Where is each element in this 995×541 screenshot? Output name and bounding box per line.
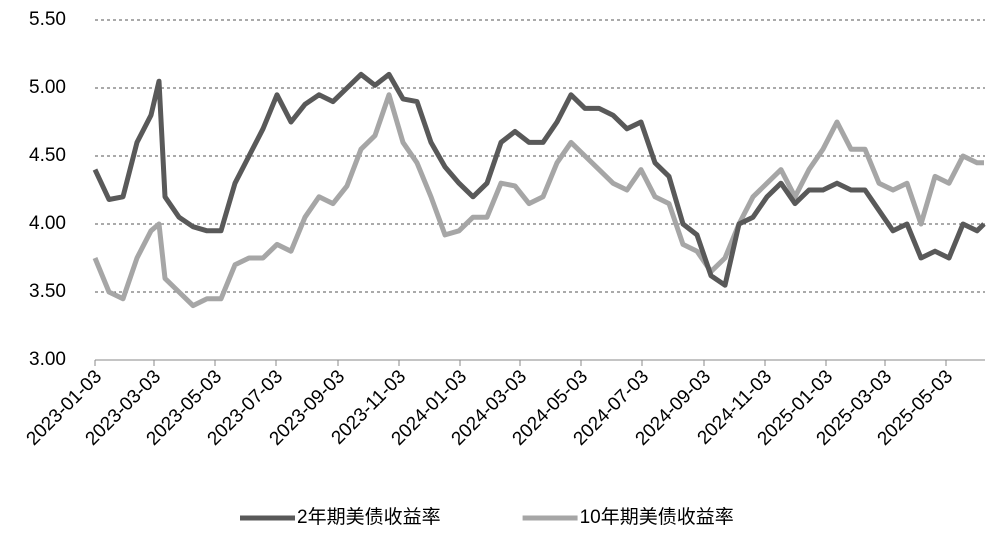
- y-tick-label: 5.50: [29, 9, 66, 30]
- legend-label: 10年期美债收益率: [580, 506, 734, 528]
- y-tick-label: 3.50: [29, 281, 66, 302]
- series-line: [92, 92, 984, 309]
- y-tick-label: 4.00: [29, 213, 66, 234]
- y-tick-label: 4.50: [29, 145, 66, 166]
- y-tick-label: 5.00: [29, 77, 66, 98]
- legend-label: 2年期美债收益率: [297, 506, 441, 528]
- y-tick-label: 3.00: [29, 349, 66, 370]
- series-line: [92, 71, 986, 288]
